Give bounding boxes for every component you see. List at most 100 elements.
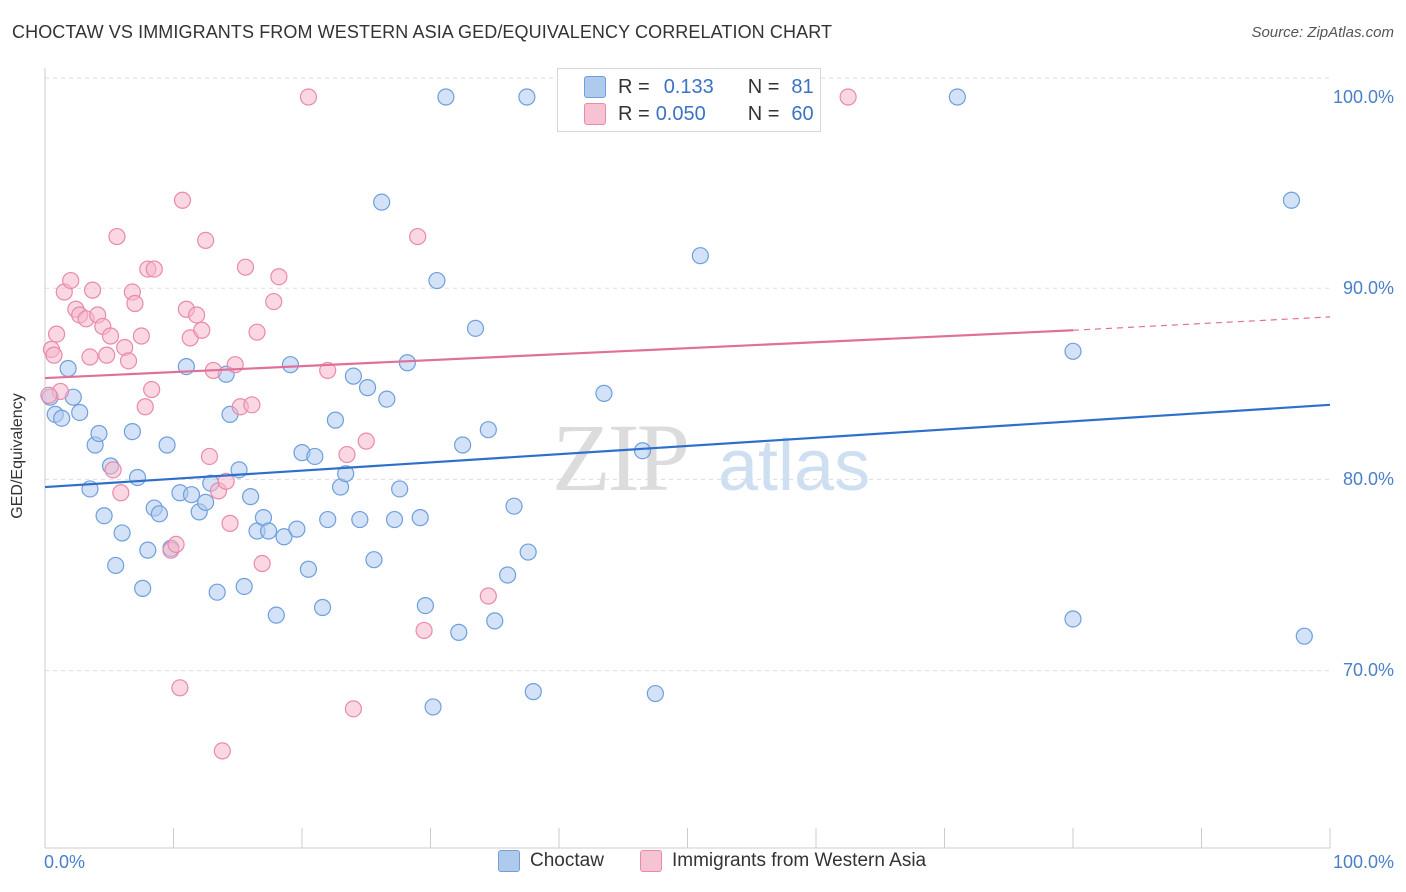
point-choctaw <box>450 623 468 641</box>
point-western-asia <box>40 386 58 404</box>
legend-label: Immigrants from Western Asia <box>672 850 927 871</box>
point-choctaw <box>595 384 613 402</box>
point-choctaw <box>524 683 542 701</box>
point-choctaw <box>113 524 131 542</box>
point-western-asia <box>200 447 219 466</box>
point-western-asia <box>221 514 239 532</box>
point-western-asia <box>344 700 362 718</box>
point-choctaw <box>1295 627 1313 645</box>
point-choctaw <box>486 612 504 630</box>
r-value: 0.050 <box>655 102 706 125</box>
point-western-asia <box>265 292 283 311</box>
pink-swatch <box>640 850 662 872</box>
point-western-asia <box>839 88 857 106</box>
series-western-asia <box>40 88 857 760</box>
point-choctaw <box>326 411 345 429</box>
point-choctaw <box>288 520 306 538</box>
chart-title: CHOCTAW VS IMMIGRANTS FROM WESTERN ASIA … <box>12 22 833 42</box>
point-choctaw <box>391 480 409 498</box>
point-choctaw <box>299 560 318 578</box>
point-western-asia <box>253 554 271 573</box>
source-label: Source: ZipAtlas.com <box>1251 24 1394 41</box>
x-tick-100: 100.0% <box>1332 852 1394 872</box>
y-axis-label: GED/Equivalency <box>9 393 26 519</box>
point-choctaw <box>123 423 141 441</box>
point-choctaw <box>948 88 966 106</box>
point-choctaw <box>499 566 517 584</box>
point-choctaw <box>518 88 536 106</box>
point-western-asia <box>248 323 266 341</box>
point-choctaw <box>1064 342 1082 360</box>
point-choctaw <box>646 684 664 703</box>
point-choctaw <box>337 465 355 483</box>
point-western-asia <box>47 325 66 343</box>
point-choctaw <box>365 551 383 569</box>
point-choctaw <box>71 403 89 422</box>
y-tick-90: 90.0% <box>1342 278 1394 298</box>
point-choctaw <box>416 596 434 615</box>
stats-row-western-asia: R = 0.050 N = 60 <box>558 100 814 128</box>
n-label: N = <box>747 102 780 125</box>
point-choctaw <box>281 356 300 374</box>
axes <box>44 68 1331 849</box>
point-western-asia <box>357 432 375 450</box>
point-choctaw <box>398 354 416 372</box>
point-western-asia <box>193 321 211 339</box>
point-choctaw <box>424 698 442 716</box>
point-western-asia <box>108 227 126 246</box>
y-tick-80: 80.0% <box>1342 469 1394 489</box>
point-western-asia <box>270 268 288 286</box>
point-western-asia <box>101 327 120 345</box>
point-choctaw <box>519 543 537 561</box>
point-choctaw <box>313 598 332 617</box>
point-choctaw <box>259 522 278 540</box>
stats-legend: R = 0.133 N = 81 R = 0.050 N = 60 <box>557 68 821 132</box>
point-western-asia <box>299 88 318 106</box>
point-choctaw <box>378 390 396 408</box>
point-choctaw <box>411 509 429 527</box>
point-choctaw <box>182 486 201 504</box>
point-western-asia <box>217 472 235 490</box>
point-western-asia <box>338 445 356 464</box>
point-western-asia <box>126 294 144 313</box>
point-choctaw <box>158 436 176 454</box>
point-choctaw <box>1064 610 1082 628</box>
point-choctaw <box>90 424 108 443</box>
point-choctaw <box>139 541 157 559</box>
point-western-asia <box>319 361 337 380</box>
point-western-asia <box>83 281 102 299</box>
point-choctaw <box>373 193 391 211</box>
trend-line-western-asia <box>44 329 1074 380</box>
trend-extension-western-asia <box>1072 316 1331 331</box>
legend-item-choctaw: Choctaw <box>498 850 604 872</box>
point-western-asia <box>236 258 255 276</box>
point-western-asia <box>104 461 122 479</box>
pink-swatch <box>584 103 606 125</box>
point-western-asia <box>62 271 80 290</box>
point-choctaw <box>428 271 446 290</box>
point-western-asia <box>143 380 161 399</box>
legend-item-western-asia: Immigrants from Western Asia <box>640 850 926 872</box>
point-choctaw <box>197 493 215 511</box>
series-choctaw <box>41 88 1313 716</box>
point-choctaw <box>479 421 497 439</box>
point-choctaw <box>134 579 152 597</box>
stats-row-choctaw: R = 0.133 N = 81 <box>558 73 814 101</box>
trend-line-choctaw <box>44 403 1331 489</box>
point-choctaw <box>344 367 362 385</box>
point-choctaw <box>235 577 253 596</box>
point-western-asia <box>213 742 231 760</box>
point-choctaw <box>208 583 226 601</box>
point-western-asia <box>119 352 138 370</box>
y-tick-100: 100.0% <box>1332 87 1394 107</box>
point-western-asia <box>173 191 192 209</box>
n-label: N = <box>747 75 780 98</box>
point-western-asia <box>98 346 116 364</box>
y-tick-70: 70.0% <box>1342 660 1394 680</box>
point-choctaw <box>505 497 523 515</box>
point-choctaw <box>128 468 147 487</box>
point-choctaw <box>306 447 324 466</box>
n-value: 81 <box>791 75 814 98</box>
point-choctaw <box>691 247 709 265</box>
point-western-asia <box>243 396 261 414</box>
